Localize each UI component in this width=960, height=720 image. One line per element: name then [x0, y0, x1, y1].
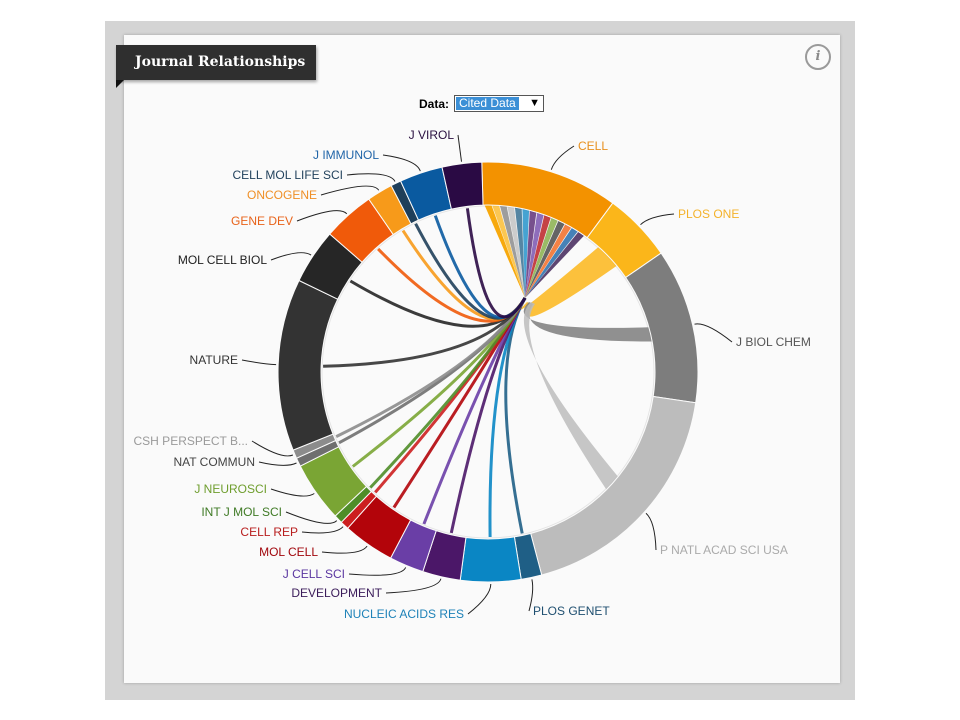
- label-nucleic-acids-res[interactable]: NUCLEIC ACIDS RES: [344, 607, 464, 621]
- label-j-biol-chem[interactable]: J BIOL CHEM: [736, 335, 811, 349]
- label-plos-one[interactable]: PLOS ONE: [678, 207, 739, 221]
- chord-labels: CELL PLOS ONE J BIOL CHEM P NATL ACAD SCI U…: [134, 128, 811, 621]
- cell-fan-wedge: [525, 210, 537, 298]
- leader-line: [301, 526, 344, 534]
- leader-line: [467, 583, 492, 615]
- label-j-neurosci[interactable]: J NEUROSCI: [194, 482, 267, 496]
- cell-fan-wedge: [525, 212, 544, 298]
- leader-line: [346, 173, 396, 182]
- label-plos-genet[interactable]: PLOS GENET: [533, 604, 610, 618]
- label-gene-dev[interactable]: GENE DEV: [231, 214, 293, 228]
- label-j-cell-sci[interactable]: J CELL SCI: [283, 567, 345, 581]
- ribbon-plos-one[interactable]: [520, 246, 617, 317]
- leader-line: [258, 461, 297, 466]
- cell-fan-wedge: [525, 231, 585, 298]
- chord-ribbons: [323, 204, 653, 538]
- leader-line: [285, 511, 338, 524]
- label-nature[interactable]: NATURE: [190, 353, 238, 367]
- label-cell-mol-life-sci[interactable]: CELL MOL LIFE SCI: [233, 168, 343, 182]
- cell-fan-wedge: [484, 204, 525, 298]
- cell-fan-wedge: [522, 208, 530, 298]
- cell-fan-wedge: [525, 214, 551, 298]
- cell-fan-wedge: [492, 205, 525, 298]
- chord-arcs: [277, 161, 699, 583]
- leader-line: [640, 213, 675, 226]
- label-cell-rep[interactable]: CELL REP: [240, 525, 298, 539]
- label-cell[interactable]: CELL: [578, 139, 608, 153]
- label-p-natl-acad-sci-usa[interactable]: P NATL ACAD SCI USA: [660, 543, 788, 557]
- data-select-value: Cited Data: [456, 97, 519, 110]
- leader-line: [457, 134, 462, 162]
- leader-line: [694, 323, 733, 343]
- leader-line: [251, 440, 294, 457]
- cell-fan-wedge: [525, 220, 565, 298]
- chevron-down-icon[interactable]: ▼: [529, 97, 540, 109]
- arc-nucleic-acids-res[interactable]: [459, 536, 522, 583]
- leader-line: [270, 252, 312, 261]
- label-j-virol[interactable]: J VIROL: [409, 128, 455, 142]
- leader-line: [241, 359, 277, 366]
- data-select[interactable]: Cited Data ▼: [454, 95, 544, 112]
- info-icon[interactable]: i: [805, 44, 831, 70]
- leader-line: [528, 579, 534, 612]
- label-mol-cell-biol[interactable]: MOL CELL BIOL: [178, 253, 267, 267]
- cell-fan-wedge: [525, 217, 558, 298]
- leader-line: [270, 488, 315, 497]
- label-development[interactable]: DEVELOPMENT: [291, 586, 382, 600]
- label-mol-cell[interactable]: MOL CELL: [259, 545, 318, 559]
- label-nat-commun[interactable]: NAT COMMUN: [173, 455, 255, 469]
- leader-line: [321, 545, 368, 554]
- cell-fan-wedge: [499, 205, 525, 298]
- label-oncogene[interactable]: ONCOGENE: [247, 188, 317, 202]
- data-label: Data:: [419, 97, 450, 111]
- arc-j-virol[interactable]: [441, 161, 484, 210]
- cell-fan-wedge: [507, 206, 525, 298]
- leader-line: [296, 210, 348, 222]
- ribbon-j-virol[interactable]: [465, 208, 527, 319]
- cell-fan-wedge: [525, 227, 578, 298]
- leader-line: [385, 578, 442, 594]
- ribbon-p-natl-acad-sci-usa[interactable]: [523, 302, 619, 490]
- label-j-immunol[interactable]: J IMMUNOL: [313, 148, 379, 162]
- leader-line: [320, 185, 380, 196]
- title-tab-fold: [116, 80, 124, 88]
- leader-line: [550, 145, 575, 170]
- label-int-j-mol-sci[interactable]: INT J MOL SCI: [201, 505, 282, 519]
- panel-title: Journal Relationships: [116, 45, 316, 80]
- cell-fan-wedge: [525, 224, 572, 298]
- cell-fan-wedge: [514, 207, 525, 298]
- leader-line: [382, 154, 421, 172]
- leader-line: [348, 567, 407, 576]
- leader-line: [645, 512, 657, 551]
- ribbon-j-biol-chem[interactable]: [523, 302, 653, 342]
- label-csh-perspect-b[interactable]: CSH PERSPECT B...: [134, 434, 248, 448]
